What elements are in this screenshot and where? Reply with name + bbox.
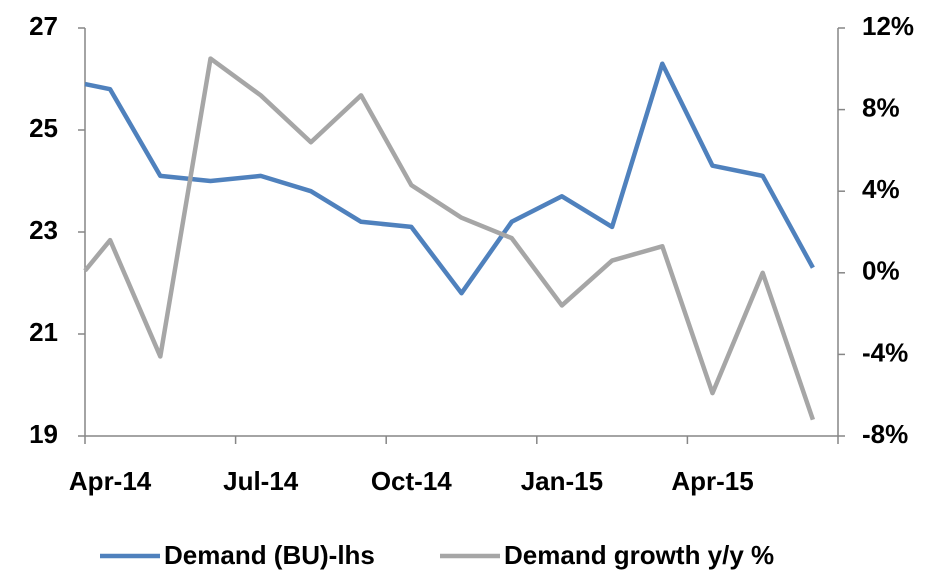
y-tick-label: 25 xyxy=(29,113,58,143)
legend-label: Demand (BU)-lhs xyxy=(164,540,375,570)
y2-tick-label: 8% xyxy=(862,92,900,122)
x-tick-label: Oct-14 xyxy=(371,466,452,496)
y2-tick-label: 12% xyxy=(862,11,914,41)
y-tick-label: 19 xyxy=(29,419,58,449)
series-line xyxy=(83,56,816,421)
y-tick-label: 27 xyxy=(29,11,58,41)
x-tick-label: Apr-14 xyxy=(69,466,152,496)
x-tick-label: Apr-15 xyxy=(671,466,753,496)
y-tick-label: 23 xyxy=(29,215,58,245)
series-line xyxy=(84,61,815,296)
y2-tick-label: -4% xyxy=(862,337,908,367)
x-tick-label: Jul-14 xyxy=(223,466,299,496)
legend-label: Demand growth y/y % xyxy=(504,540,774,570)
y2-tick-label: 0% xyxy=(862,256,900,286)
y2-tick-label: -8% xyxy=(862,419,908,449)
x-tick-label: Jan-15 xyxy=(521,466,603,496)
y-tick-label: 21 xyxy=(29,317,58,347)
y2-tick-label: 4% xyxy=(862,174,900,204)
